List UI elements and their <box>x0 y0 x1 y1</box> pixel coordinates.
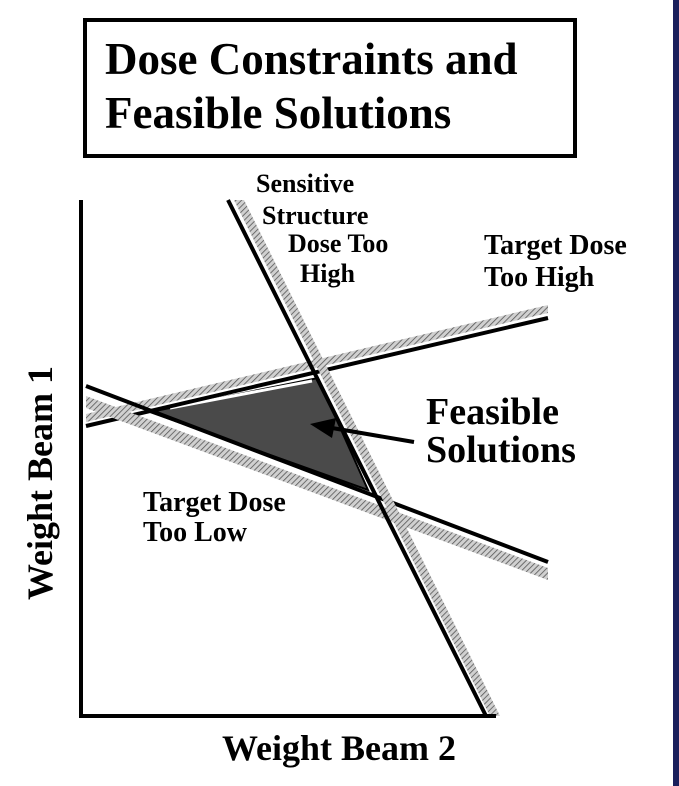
target-high-label-line-1: Target Dose <box>484 230 627 261</box>
sensitive-label-line-2: Structure <box>262 201 368 230</box>
target-low-label-line-1: Target Dose <box>143 487 286 518</box>
target-low-label-line-2: Too Low <box>143 517 248 548</box>
sensitive-label-line-1: Sensitive <box>256 169 354 198</box>
diagram-title: Dose Constraints and Feasible Solutions <box>105 34 518 138</box>
sensitive-line <box>226 199 488 717</box>
sensitive-hatch <box>234 200 500 716</box>
x-axis-label: Weight Beam 2 <box>222 728 456 768</box>
sensitive-label-line-4: High <box>300 259 355 288</box>
sensitive-label: Sensitive Structure Dose Too High <box>256 169 395 288</box>
feasible-highlight <box>169 379 313 410</box>
y-axis-label: Weight Beam 1 <box>20 366 60 600</box>
target-high-label-line-2: Too High <box>484 262 595 293</box>
target-high-line <box>85 316 549 428</box>
target-low-line <box>85 384 549 564</box>
feasible-arrow-shaft <box>331 426 415 444</box>
target-low-hatch <box>86 396 548 580</box>
frame-edge <box>673 0 679 786</box>
feasible-label: Feasible Solutions <box>426 391 576 471</box>
target-low-label: Target Dose Too Low <box>143 487 293 548</box>
target-high-label: Target Dose Too High <box>484 230 634 293</box>
sensitive-label-line-3: Dose Too <box>288 229 388 258</box>
feasible-arrow-head <box>310 418 336 438</box>
feasible-label-line-1: Feasible <box>426 391 559 433</box>
feasible-label-line-2: Solutions <box>426 429 576 471</box>
title-box: Dose Constraints and Feasible Solutions <box>83 18 577 158</box>
